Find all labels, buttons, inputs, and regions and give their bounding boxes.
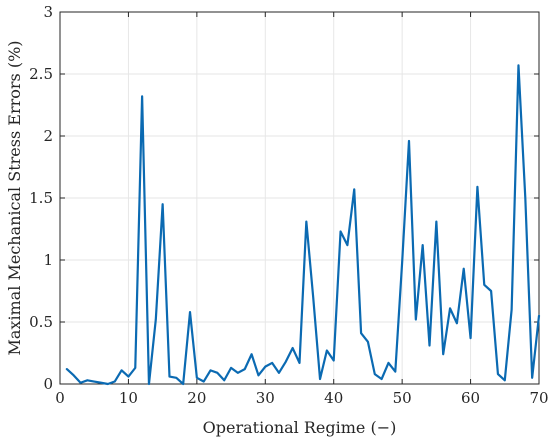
y-tick-labels: 0 0.5 1 1.5 2 2.5 3 — [29, 3, 53, 393]
x-tick-label: 70 — [529, 389, 548, 407]
y-tick-label: 1.5 — [29, 189, 53, 207]
x-tick-label: 10 — [119, 389, 138, 407]
y-tick-label: 1 — [43, 251, 53, 269]
series-line — [65, 64, 541, 386]
y-tick-label: 3 — [43, 3, 53, 21]
x-tick-labels: 0 10 20 30 40 50 60 70 — [55, 389, 548, 407]
series-group — [65, 64, 541, 386]
x-tick-label: 60 — [461, 389, 480, 407]
y-tick-label: 0 — [43, 375, 53, 393]
y-axis-label: Maximal Mechanical Stress Errors (%) — [5, 40, 24, 355]
x-tick-label: 20 — [187, 389, 206, 407]
x-tick-label: 40 — [324, 389, 343, 407]
y-tick-label: 2 — [43, 127, 53, 145]
y-tick-label: 2.5 — [29, 65, 53, 83]
grid — [60, 12, 539, 384]
x-tick-label: 30 — [256, 389, 275, 407]
x-tick-label: 50 — [393, 389, 412, 407]
x-tick-label: 0 — [55, 389, 65, 407]
x-axis-label: Operational Regime (−) — [203, 418, 397, 437]
tick-marks — [59, 11, 540, 385]
y-tick-label: 0.5 — [29, 313, 53, 331]
